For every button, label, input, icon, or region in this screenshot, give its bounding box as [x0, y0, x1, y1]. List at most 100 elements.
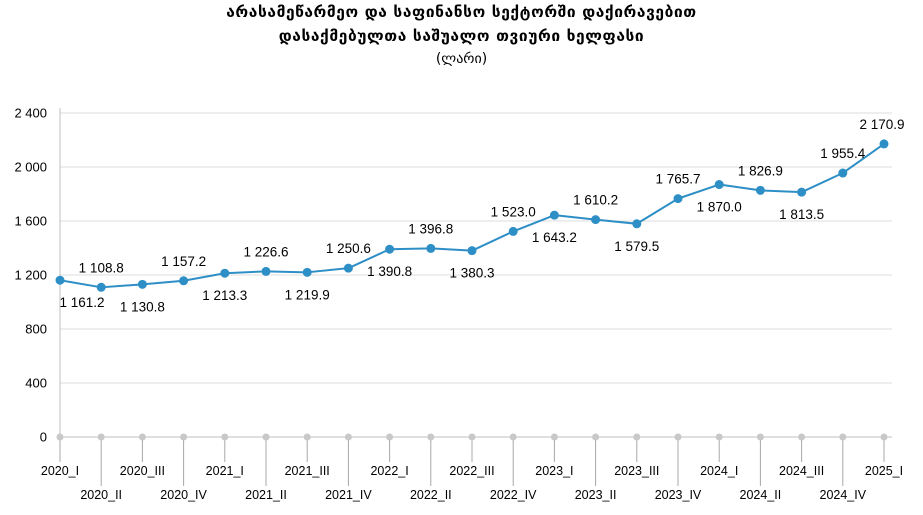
x-tick-label: 2024_I: [700, 464, 738, 478]
data-label: 1 826.9: [738, 163, 783, 178]
baseline-marker: [97, 433, 105, 441]
baseline-marker: [798, 433, 806, 441]
data-label: 1 213.3: [202, 288, 247, 303]
x-tick-label: 2021_III: [285, 464, 330, 478]
baseline-marker: [880, 433, 888, 441]
data-point: [508, 226, 518, 236]
y-tick-label: 400: [25, 376, 47, 391]
x-tick-label: 2020_I: [41, 464, 79, 478]
y-tick-label: 2 400: [14, 106, 47, 121]
data-labels: 1 161.2 1 108.8 1 130.8 1 157.2 1 213.3 1 226…: [59, 117, 904, 314]
x-tick-label: 2023_II: [575, 488, 617, 502]
data-label: 1 643.2: [532, 230, 577, 245]
y-tick-label: 2 000: [14, 160, 47, 175]
baseline-marker: [386, 433, 394, 441]
x-tick-label: 2021_IV: [325, 488, 372, 502]
data-point: [549, 210, 559, 220]
y-axis: 0 400 800 1 200 1 600 2 000 2 400: [14, 106, 61, 445]
data-point: [55, 275, 65, 285]
baseline-marker: [674, 433, 682, 441]
chart-title-block: არასამეწარმეო და საფინანსო სექტორში დაქი…: [0, 0, 923, 70]
data-label: 1 579.5: [614, 239, 659, 254]
data-label: 1 610.2: [573, 193, 618, 208]
baseline-marker: [138, 433, 146, 441]
data-label: 1 870.0: [697, 200, 742, 215]
x-tick-label: 2024_III: [779, 464, 824, 478]
data-point: [467, 246, 477, 256]
data-label: 1 250.6: [326, 241, 371, 256]
x-tick-label: 2022_II: [410, 488, 452, 502]
data-point: [220, 268, 230, 278]
y-tick-label: 1 200: [14, 268, 47, 283]
data-label: 1 226.6: [243, 244, 288, 259]
data-label: 1 523.0: [491, 204, 536, 219]
data-point: [591, 215, 601, 225]
baseline-marker: [56, 433, 64, 441]
data-label: 1 130.8: [120, 299, 165, 314]
x-tick-label: 2025_I: [865, 464, 903, 478]
baseline-marker: [839, 433, 847, 441]
data-point: [96, 282, 106, 292]
data-label: 1 161.2: [59, 295, 104, 310]
baseline-marker: [592, 433, 600, 441]
x-tick-label: 2020_III: [120, 464, 165, 478]
x-tick-label: 2022_I: [370, 464, 408, 478]
data-label: 1 813.5: [779, 207, 824, 222]
data-label: 1 108.8: [79, 260, 124, 275]
data-point: [179, 276, 189, 286]
x-tick-label: 2023_III: [614, 464, 659, 478]
gridlines: [60, 112, 892, 384]
y-tick-label: 0: [40, 430, 47, 445]
data-point: [261, 266, 271, 276]
y-tick-label: 800: [25, 322, 47, 337]
x-tick-label: 2020_IV: [160, 488, 207, 502]
series-wages: [55, 139, 889, 292]
x-tick-label: 2023_I: [535, 464, 573, 478]
data-point: [137, 279, 147, 289]
baseline-marker: [468, 433, 476, 441]
baseline-marker: [715, 433, 723, 441]
baseline-marker: [180, 433, 188, 441]
x-tick-label: 2022_III: [449, 464, 494, 478]
data-point: [632, 219, 642, 229]
chart-title-line-2: დასაქმებულთა საშუალო თვიური ხელფასი: [278, 27, 645, 45]
data-label: 1 219.9: [285, 287, 330, 302]
x-tick-label: 2024_II: [740, 488, 782, 502]
x-axis: 2020_I2020_II2020_III2020_IV2021_I2021_I…: [41, 433, 903, 502]
x-tick-label: 2022_IV: [490, 488, 537, 502]
baseline-marker: [262, 433, 270, 441]
chart-subtitle: (ლარი): [435, 51, 488, 67]
data-point: [714, 180, 724, 190]
x-tick-label: 2024_IV: [820, 488, 867, 502]
data-label: 1 390.8: [367, 264, 412, 279]
data-label: 1 955.4: [820, 146, 866, 161]
data-label: 1 396.8: [408, 221, 453, 236]
data-label: 1 765.7: [655, 172, 700, 187]
data-point: [302, 267, 312, 277]
baseline-marker: [221, 433, 229, 441]
x-tick-label: 2020_II: [80, 488, 122, 502]
baseline-marker: [303, 433, 311, 441]
baseline-marker: [427, 433, 435, 441]
data-point: [343, 263, 353, 273]
baseline-marker: [344, 433, 352, 441]
data-point: [879, 139, 889, 149]
data-label: 1 380.3: [449, 266, 494, 281]
data-point: [426, 243, 436, 253]
x-tick-label: 2021_I: [206, 464, 244, 478]
data-point: [673, 194, 683, 204]
data-point: [838, 168, 848, 178]
data-label: 1 157.2: [161, 254, 206, 269]
baseline-marker: [633, 433, 641, 441]
data-point: [755, 185, 765, 195]
baseline-marker: [550, 433, 558, 441]
data-point: [797, 187, 807, 197]
chart-title: არასამეწარმეო და საფინანსო სექტორში დაქი…: [226, 3, 697, 21]
data-label: 2 170.9: [859, 117, 904, 132]
x-tick-label: 2023_IV: [655, 488, 702, 502]
data-point: [385, 244, 395, 254]
baseline-marker: [756, 433, 764, 441]
baseline-marker: [509, 433, 517, 441]
x-tick-label: 2021_II: [245, 488, 287, 502]
